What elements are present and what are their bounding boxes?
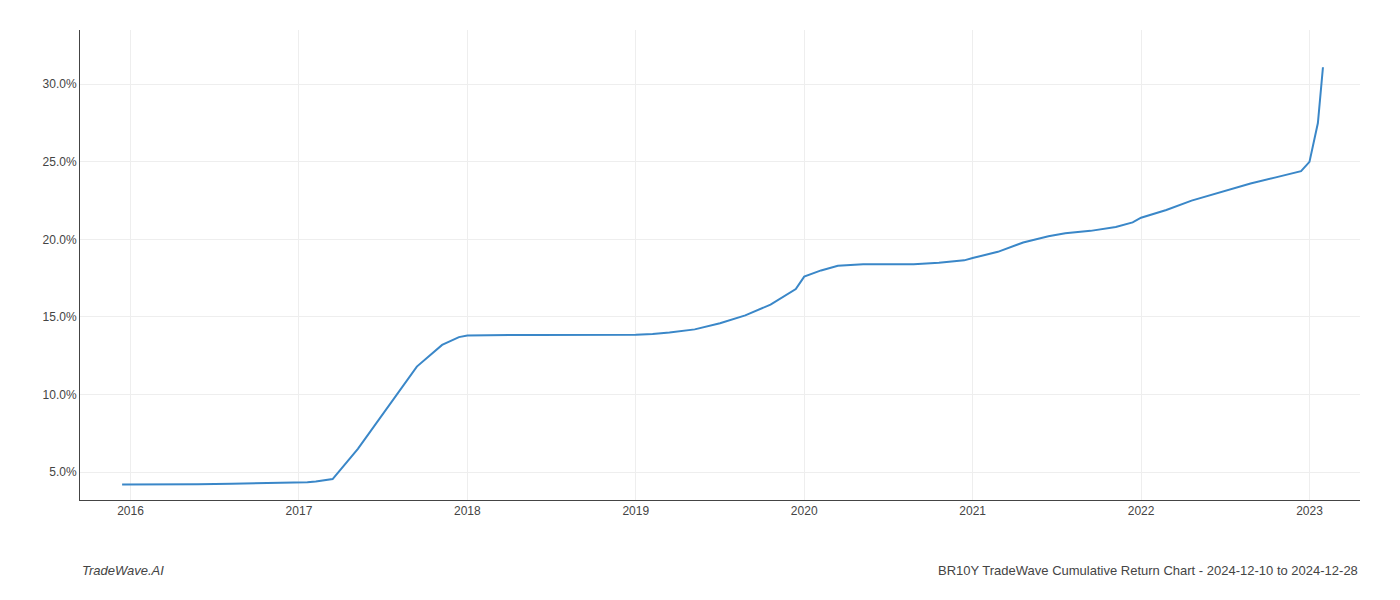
svg-text:20.0%: 20.0% xyxy=(43,233,77,247)
svg-text:2017: 2017 xyxy=(286,504,313,518)
svg-text:2020: 2020 xyxy=(791,504,818,518)
svg-text:2021: 2021 xyxy=(959,504,986,518)
svg-text:15.0%: 15.0% xyxy=(43,310,77,324)
svg-text:TradeWave.AI: TradeWave.AI xyxy=(82,563,164,578)
svg-text:2023: 2023 xyxy=(1296,504,1323,518)
svg-text:30.0%: 30.0% xyxy=(43,77,77,91)
svg-text:5.0%: 5.0% xyxy=(49,465,77,479)
svg-text:2022: 2022 xyxy=(1128,504,1155,518)
svg-text:2016: 2016 xyxy=(117,504,144,518)
svg-text:25.0%: 25.0% xyxy=(43,155,77,169)
svg-text:2019: 2019 xyxy=(622,504,649,518)
svg-text:BR10Y TradeWave Cumulative Ret: BR10Y TradeWave Cumulative Return Chart … xyxy=(938,563,1358,578)
svg-text:10.0%: 10.0% xyxy=(43,388,77,402)
svg-text:2018: 2018 xyxy=(454,504,481,518)
